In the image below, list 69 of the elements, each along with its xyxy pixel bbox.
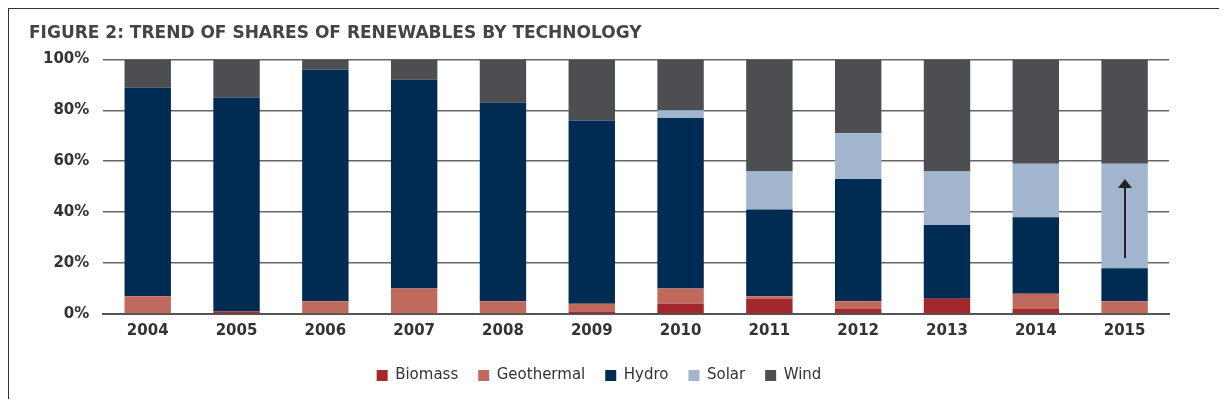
legend-label: Solar (706, 365, 746, 384)
bar (1012, 163, 1059, 218)
bar (213, 97, 260, 312)
x-tick-label: 2014 (1014, 320, 1057, 339)
bar (746, 59, 793, 172)
bar (1012, 293, 1059, 309)
y-tick-label: 40% (53, 202, 90, 221)
bar (390, 59, 438, 80)
bar (1012, 308, 1059, 314)
legend-label: Wind (783, 365, 822, 384)
bar (834, 59, 882, 134)
bar (390, 79, 438, 289)
bar (923, 59, 971, 172)
bar (390, 288, 438, 314)
legend-label: Biomass (395, 365, 459, 384)
bar (479, 301, 527, 314)
bar (568, 59, 615, 121)
x-tick-label: 2007 (393, 320, 436, 339)
bar (124, 296, 171, 314)
x-tick-label: 2011 (748, 320, 791, 339)
y-tick-label: 80% (53, 100, 90, 119)
x-tick-label: 2015 (1103, 320, 1146, 339)
bar (923, 171, 971, 225)
x-tick-label: 2012 (837, 320, 880, 339)
bar (834, 133, 882, 180)
bar (1101, 59, 1148, 164)
chart-title: FIGURE 2: TREND OF SHARES OF RENEWABLES BY TECHNOLOGY (29, 21, 643, 42)
bar (479, 102, 527, 302)
bar (213, 59, 260, 98)
x-tick-label: 2006 (304, 320, 347, 339)
bar (657, 59, 704, 111)
bar (834, 179, 882, 302)
x-tick-label: 2013 (926, 320, 968, 339)
bar (834, 308, 882, 314)
bar (124, 87, 171, 297)
bar (834, 301, 882, 309)
bar (657, 303, 704, 314)
bar (1012, 217, 1059, 294)
bar (657, 117, 704, 289)
bar (746, 171, 793, 210)
bar (1012, 59, 1059, 164)
bar (1101, 268, 1148, 302)
bar (923, 298, 971, 314)
bar (1101, 301, 1148, 314)
x-tick-label: 2005 (215, 320, 258, 339)
bar (124, 59, 171, 88)
x-tick-label: 2010 (659, 320, 702, 339)
x-tick-label: 2004 (126, 320, 169, 339)
y-tick-label: 0% (63, 303, 90, 322)
y-tick-label: 100% (43, 49, 90, 68)
bar (657, 110, 704, 118)
x-tick-label: 2009 (570, 320, 613, 339)
y-tick-label: 20% (53, 252, 90, 271)
legend-label: Geothermal (496, 365, 586, 384)
bar (302, 301, 349, 314)
bar (568, 120, 615, 304)
bar (923, 224, 971, 299)
y-tick-label: 60% (53, 151, 90, 170)
bar (746, 209, 793, 297)
bar (302, 69, 349, 302)
bar (479, 59, 527, 103)
bar (657, 288, 704, 304)
legend-label: Hydro (623, 365, 669, 384)
bar (746, 296, 793, 299)
bar (568, 303, 615, 312)
bar (302, 59, 349, 70)
x-tick-label: 2008 (482, 320, 524, 339)
bar (1101, 163, 1148, 269)
bar (746, 298, 793, 314)
